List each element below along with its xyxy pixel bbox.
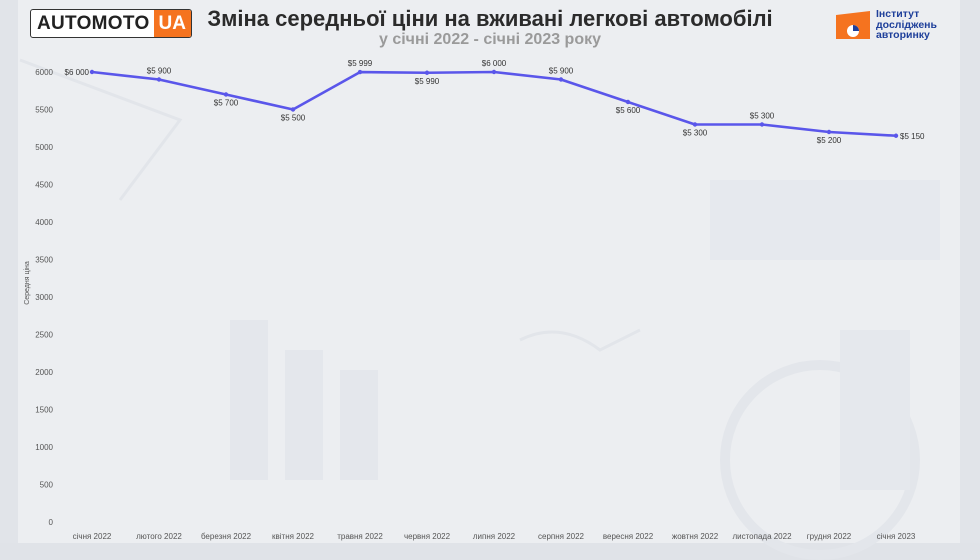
data-label: $6 000 [482,59,507,68]
y-tick-label: 2000 [35,368,53,377]
data-label: $5 500 [281,114,306,123]
series-line [91,70,897,138]
y-tick-label: 1500 [35,406,53,415]
x-tick-label: січня 2023 [877,532,916,541]
institute-line-1: Інститут [876,8,920,21]
y-tick-label: 4000 [35,218,53,227]
x-tick-label: грудня 2022 [807,532,852,541]
y-tick-label: 500 [40,481,54,490]
x-tick-label: листопада 2022 [732,532,792,541]
x-tick-label: березня 2022 [201,532,252,541]
y-tick-label: 1000 [35,443,53,452]
data-label: $5 300 [683,129,708,138]
y-tick-label: 4500 [35,181,53,190]
y-tick-label: 5000 [35,143,53,152]
data-point [893,133,899,138]
x-axis: січня 2022 лютого 2022 березня 2022 квітня … [73,532,916,541]
series: $6 000 $5 900 $5 700 $5 500 $5 999 $5 990 $6 0… [65,59,925,145]
data-point [826,129,832,135]
data-label: $5 700 [214,99,239,108]
x-tick-label: жовтня 2022 [672,532,719,541]
institute-logo-icon [836,11,870,39]
data-point [223,92,229,97]
data-point [759,122,765,127]
data-point [692,122,698,127]
data-label: $5 300 [750,112,775,121]
x-tick-label: травня 2022 [337,532,383,541]
x-tick-label: квітня 2022 [272,532,315,541]
data-label: $5 999 [348,59,373,68]
x-tick-label: червня 2022 [404,532,451,541]
data-label: $5 900 [147,67,172,76]
y-tick-label: 3500 [35,256,53,265]
data-point [491,69,497,75]
data-label: $6 000 [65,68,90,77]
x-tick-label: січня 2022 [73,532,112,541]
automoto-logo: AUTOMOTO UA [30,9,192,38]
x-tick-label: вересня 2022 [603,532,654,541]
logo-word: AUTOMOTO [37,12,150,34]
data-point [424,70,430,75]
y-tick-label: 5500 [35,106,53,115]
data-point [625,99,631,105]
x-tick-label: липня 2022 [473,532,516,541]
data-label: $5 600 [616,106,641,115]
data-point [156,77,162,82]
data-point [357,69,363,75]
chart-subtitle: у січні 2022 - січні 2023 року [378,31,602,48]
data-point [558,77,564,82]
data-label: $5 200 [817,136,842,145]
institute-logo: Інститут досліджень авторинку [834,9,970,41]
data-label: $5 900 [549,67,574,76]
y-tick-label: 3000 [35,293,53,302]
y-tick-label: 2500 [35,331,53,340]
y-tick-label: 6000 [35,68,53,77]
data-point [89,69,95,75]
x-tick-label: лютого 2022 [136,532,182,541]
data-label: $5 990 [415,77,440,86]
y-axis: 0 500 1000 1500 2000 2500 3000 3500 4000 4500 5000… [35,68,53,527]
institute-line-3: авторинку [876,29,930,42]
chart-title: Зміна середньої ціни на вживані легкові … [207,6,773,31]
data-label: $5 150 [900,132,925,141]
data-point [290,107,296,112]
y-axis-label: Середня ціна [23,261,31,305]
logo-tag: UA [153,10,191,37]
x-tick-label: серпня 2022 [538,532,585,541]
institute-line-2: досліджень [876,18,937,31]
y-tick-label: 0 [49,518,54,527]
institute-logo-text: Інститут досліджень авторинку [876,9,937,41]
